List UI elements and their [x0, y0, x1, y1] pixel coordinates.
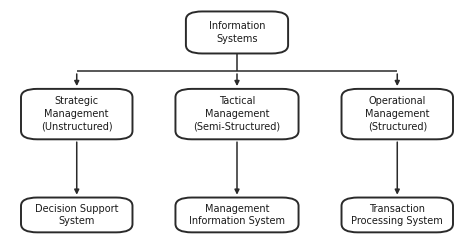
Text: Transaction
Processing System: Transaction Processing System: [351, 204, 443, 226]
FancyBboxPatch shape: [175, 89, 299, 139]
FancyBboxPatch shape: [341, 197, 453, 232]
Text: Management
Information System: Management Information System: [189, 204, 285, 226]
Text: Operational
Management
(Structured): Operational Management (Structured): [365, 96, 429, 132]
FancyBboxPatch shape: [341, 89, 453, 139]
Text: Tactical
Management
(Semi-Structured): Tactical Management (Semi-Structured): [193, 96, 281, 132]
FancyBboxPatch shape: [186, 12, 288, 53]
FancyBboxPatch shape: [21, 197, 132, 232]
Text: Decision Support
System: Decision Support System: [35, 204, 118, 226]
FancyBboxPatch shape: [21, 89, 132, 139]
Text: Strategic
Management
(Unstructured): Strategic Management (Unstructured): [41, 96, 112, 132]
FancyBboxPatch shape: [175, 197, 299, 232]
Text: Information
Systems: Information Systems: [209, 21, 265, 44]
